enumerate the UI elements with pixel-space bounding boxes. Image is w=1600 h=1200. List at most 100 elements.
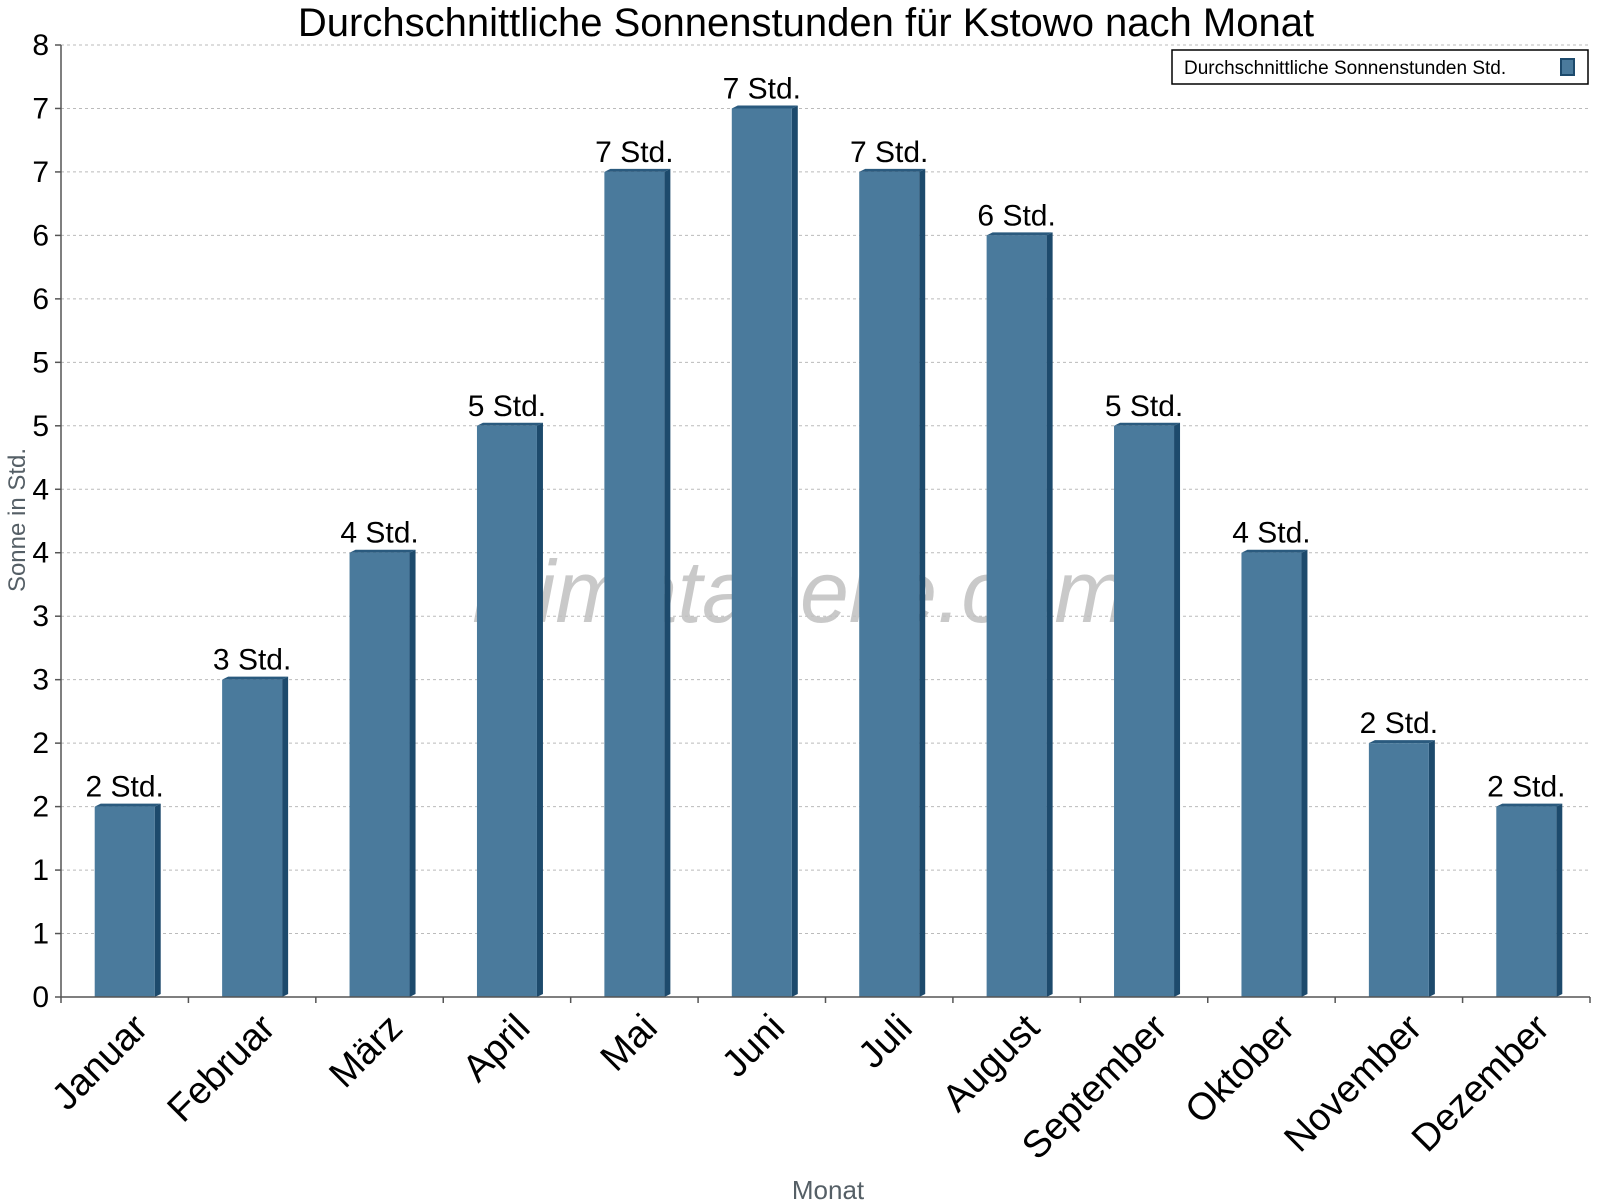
y-tick-labels: 0 1 1 2 2 3 3 4 4 5 5 6 6 7 7 8: [32, 29, 49, 1014]
legend-swatch: [1560, 58, 1575, 76]
bar-side: [919, 168, 926, 997]
bar-side: [1556, 803, 1563, 997]
data-label: 4 Std.: [340, 517, 418, 550]
data-label: 6 Std.: [977, 199, 1055, 232]
bar-group: 6 Std.: [977, 199, 1056, 997]
bar-side: [1428, 740, 1435, 997]
grid-lines: [61, 44, 1590, 935]
data-label: 2 Std.: [1360, 707, 1438, 740]
bar-side: [282, 676, 289, 997]
bar-top: [476, 422, 543, 426]
bar-top: [349, 549, 416, 553]
x-tick-label: Dezember: [1404, 1006, 1558, 1160]
y-tick-label: 5: [32, 346, 49, 379]
bar-top: [1241, 549, 1308, 553]
x-tick-labels: Januar Februar März April Mai Juni Juli AugustS…: [44, 1006, 1558, 1167]
y-tick-label: 1: [32, 918, 49, 951]
data-label: 7 Std.: [723, 72, 801, 105]
data-label: 7 Std.: [595, 136, 673, 169]
x-tick-label: August: [935, 1006, 1049, 1120]
y-tick-label: 4: [32, 473, 49, 506]
bar-group: 4 Std.: [1232, 517, 1311, 997]
x-tick-label: März: [321, 1007, 410, 1096]
data-label: 5 Std.: [1105, 390, 1183, 423]
bar-side: [154, 803, 161, 997]
y-tick-label: 5: [32, 410, 49, 443]
y-tick-label: 3: [32, 664, 49, 697]
bar: [731, 108, 792, 997]
bar-side: [1046, 232, 1053, 997]
bar-side: [791, 105, 798, 997]
y-tick-label: 8: [32, 29, 49, 62]
x-tick-label: Juni: [714, 1007, 793, 1086]
bar-top: [731, 105, 798, 109]
y-tick-label: 7: [32, 92, 49, 125]
bar: [349, 552, 410, 997]
bar-side: [1301, 549, 1308, 997]
bar: [222, 679, 283, 997]
x-axis-title: Monat: [792, 1175, 865, 1200]
legend-box: [1171, 49, 1589, 85]
bar-top: [986, 232, 1053, 236]
bar-top: [1496, 803, 1563, 807]
bar-group: 7 Std.: [850, 136, 928, 997]
bar: [1114, 425, 1175, 997]
bar: [604, 171, 665, 997]
bar-group: 7 Std.: [723, 72, 801, 997]
data-label: 2 Std.: [86, 771, 164, 804]
data-label: 7 Std.: [850, 136, 928, 169]
bar-group: 4 Std.: [340, 517, 419, 997]
data-label: 5 Std.: [468, 390, 546, 423]
bar-top: [604, 168, 671, 172]
bar-group: 2 Std.: [86, 771, 164, 997]
bar: [476, 425, 537, 997]
y-tick-label: 4: [32, 537, 49, 570]
bar-top: [94, 803, 161, 807]
y-tick-label: 2: [32, 791, 49, 824]
bar-group: 7 Std.: [595, 136, 674, 997]
legend: Durchschnittliche Sonnenstunden Std.: [1171, 49, 1589, 85]
y-tick-label: 7: [32, 156, 49, 189]
y-tick-label: 6: [32, 283, 49, 316]
x-tick-label: Juli: [851, 1007, 921, 1077]
data-label: 4 Std.: [1232, 517, 1310, 550]
y-tick-label: 1: [32, 854, 49, 887]
y-axis-title: Sonne in Std.: [4, 448, 31, 592]
bar: [859, 171, 920, 997]
bars: 2 Std. 3 Std. 4 Std. 5 Std. 7 Std. 7 Std. 7 St…: [86, 72, 1565, 997]
y-tick-label: 2: [32, 727, 49, 760]
bar-top: [859, 168, 926, 172]
legend-label: Durchschnittliche Sonnenstunden Std.: [1184, 58, 1506, 79]
x-tick-label: Februar: [160, 1006, 284, 1130]
x-tick-label: November: [1277, 1006, 1431, 1160]
bar-top: [1114, 422, 1181, 426]
bar: [986, 235, 1047, 997]
bar-group: 2 Std.: [1360, 707, 1438, 997]
bar-top: [222, 676, 289, 680]
bar-group: 3 Std.: [213, 644, 291, 997]
chart-title: Durchschnittliche Sonnenstunden für Ksto…: [298, 1, 1314, 45]
y-tick-label: 0: [32, 981, 49, 1014]
data-label: 2 Std.: [1487, 771, 1565, 804]
bar: [1368, 743, 1429, 997]
bar-group: 2 Std.: [1487, 771, 1565, 997]
y-tick-label: 6: [32, 219, 49, 252]
bar-group: 5 Std.: [468, 390, 546, 997]
y-tick-label: 3: [32, 600, 49, 633]
x-tick-label: Oktober: [1178, 1006, 1304, 1132]
x-tick-label: April: [455, 1007, 538, 1090]
bar-side: [409, 549, 416, 997]
bar-side: [536, 422, 543, 997]
bar: [1241, 552, 1302, 997]
bar-side: [664, 168, 671, 997]
bar: [94, 806, 155, 997]
x-tick-label: Januar: [44, 1006, 156, 1118]
x-tick-label: Mai: [593, 1007, 666, 1080]
data-label: 3 Std.: [213, 644, 291, 677]
bar-side: [1174, 422, 1181, 997]
bar-group: 5 Std.: [1105, 390, 1183, 997]
bar-top: [1368, 740, 1435, 744]
bar: [1496, 806, 1557, 997]
axes: [55, 44, 1591, 1003]
